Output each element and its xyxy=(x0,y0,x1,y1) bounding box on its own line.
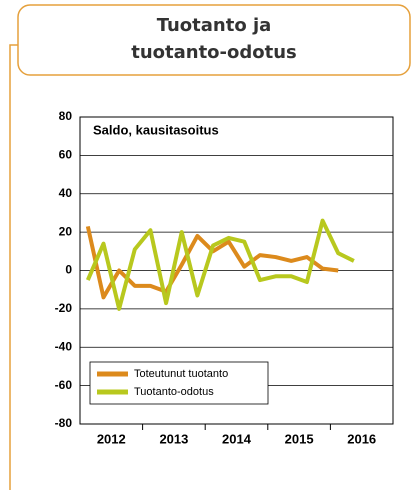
x-tick-label: 2013 xyxy=(159,431,188,446)
subtitle: Saldo, kausitasoitus xyxy=(93,122,219,137)
x-tick-label: 2016 xyxy=(347,431,376,446)
legend-label: Toteutunut tuotanto xyxy=(134,368,228,380)
x-tick-label: 2012 xyxy=(97,431,126,446)
x-tick-label: 2014 xyxy=(222,431,252,446)
y-tick-label: 40 xyxy=(59,186,73,200)
legend-label: Tuotanto-odotus xyxy=(134,386,214,398)
series-line xyxy=(85,218,355,311)
title-box xyxy=(17,4,411,76)
y-tick-label: 20 xyxy=(59,224,73,238)
title: Tuotanto ja xyxy=(157,15,272,36)
x-tick-label: 2015 xyxy=(285,431,314,446)
title: tuotanto-odotus xyxy=(131,42,297,63)
y-tick-label: -60 xyxy=(55,378,73,392)
legend-box xyxy=(89,361,269,405)
y-tick-label: -40 xyxy=(55,339,73,353)
y-tick-label: 0 xyxy=(65,263,72,277)
y-tick-label: -20 xyxy=(55,301,73,315)
y-tick-label: 80 xyxy=(59,109,73,123)
y-tick-label: 60 xyxy=(59,148,73,162)
y-tick-label: -80 xyxy=(55,416,73,430)
frame-line xyxy=(9,44,18,490)
plot-border xyxy=(79,116,394,425)
